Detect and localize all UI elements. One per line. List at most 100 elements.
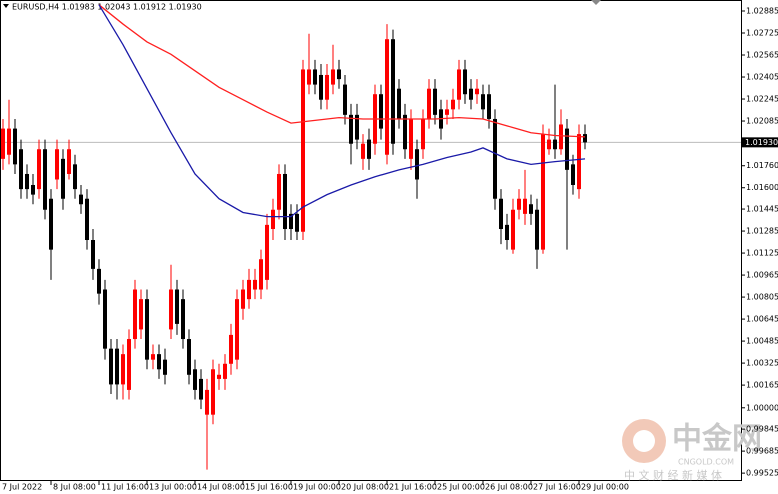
candle-body bbox=[583, 134, 587, 143]
y-tick-label: 1.00805 bbox=[746, 293, 778, 302]
candle-body bbox=[463, 69, 467, 95]
candle-body bbox=[451, 99, 455, 110]
candle-body bbox=[415, 149, 419, 180]
candle-body bbox=[133, 289, 137, 340]
candle-body bbox=[61, 158, 65, 199]
candle-body bbox=[235, 299, 239, 360]
title-arrow bbox=[3, 4, 9, 8]
x-tick-label: 11 Jul 16:00 bbox=[101, 483, 149, 492]
last-price-box bbox=[742, 137, 778, 148]
chart-title: EURUSD,H4 1.01983 1.02043 1.01912 1.0193… bbox=[12, 3, 202, 12]
candle-body bbox=[1, 128, 5, 159]
candle-body bbox=[409, 118, 413, 159]
candle-body bbox=[319, 74, 323, 100]
candle-body bbox=[163, 359, 167, 375]
candle-body bbox=[139, 299, 143, 330]
candle-body bbox=[379, 94, 383, 129]
candle-body bbox=[535, 209, 539, 250]
candle-body bbox=[223, 363, 227, 379]
y-tick-label: 1.02565 bbox=[746, 51, 778, 60]
candle-body bbox=[559, 124, 563, 150]
y-tick-label: 1.00325 bbox=[746, 359, 778, 368]
moving-average bbox=[98, 4, 586, 218]
candle-body bbox=[385, 39, 389, 155]
watermark-brand: 中金网 bbox=[672, 422, 762, 457]
x-tick-label: 8 Jul 08:00 bbox=[53, 483, 96, 492]
x-tick-label: 19 Jul 00:00 bbox=[293, 483, 341, 492]
candle-body bbox=[301, 69, 305, 232]
candle-body bbox=[217, 374, 221, 379]
x-tick-label: 26 Jul 08:00 bbox=[485, 483, 533, 492]
y-tick-label: 1.02405 bbox=[746, 73, 778, 82]
y-tick-label: 1.02085 bbox=[746, 117, 778, 126]
candle-body bbox=[103, 289, 107, 349]
candle-body bbox=[421, 118, 425, 150]
candle-body bbox=[271, 209, 275, 229]
candle-body bbox=[85, 198, 89, 240]
candle-body bbox=[565, 128, 569, 170]
candle-body bbox=[259, 259, 263, 290]
plot-frame bbox=[0, 0, 742, 481]
candle-body bbox=[181, 299, 185, 340]
candle-body bbox=[307, 69, 311, 85]
y-tick-label: 1.01760 bbox=[746, 161, 778, 170]
candle-body bbox=[367, 139, 371, 159]
candle-body bbox=[355, 114, 359, 140]
x-tick-label: 25 Jul 00:00 bbox=[437, 483, 485, 492]
plot-area bbox=[1, 4, 741, 470]
y-tick-label: 1.01600 bbox=[746, 183, 778, 192]
candle-body bbox=[265, 224, 269, 280]
y-tick-label: 1.00645 bbox=[746, 315, 778, 324]
candle-body bbox=[121, 354, 125, 385]
candle-body bbox=[517, 198, 521, 210]
candle-body bbox=[73, 164, 77, 190]
candle-body bbox=[175, 289, 179, 324]
candle-body bbox=[493, 118, 497, 199]
candle-body bbox=[169, 289, 173, 330]
candle-body bbox=[541, 134, 545, 250]
candle-body bbox=[91, 240, 95, 269]
candle-body bbox=[331, 69, 335, 85]
candle-body bbox=[475, 88, 479, 95]
x-tick-label: 20 Jul 08:00 bbox=[341, 483, 389, 492]
candle-body bbox=[55, 149, 59, 180]
y-tick-label: 1.01445 bbox=[746, 205, 778, 214]
x-tick-label: 13 Jul 00:00 bbox=[149, 483, 197, 492]
candle-body bbox=[109, 348, 113, 385]
candle-body bbox=[7, 128, 11, 155]
x-tick-label: 21 Jul 16:00 bbox=[389, 483, 437, 492]
candle-body bbox=[157, 354, 161, 370]
candle-body bbox=[19, 149, 23, 190]
candle-body bbox=[469, 88, 473, 100]
candle-body bbox=[529, 204, 533, 214]
candle-body bbox=[433, 88, 437, 115]
candle-body bbox=[187, 339, 191, 375]
candle-body bbox=[151, 354, 155, 360]
candle-body bbox=[37, 149, 41, 190]
candle-body bbox=[97, 268, 101, 294]
candle-body bbox=[499, 198, 503, 229]
candle-body bbox=[427, 88, 431, 119]
candle-body bbox=[349, 114, 353, 144]
x-tick-label: 27 Jul 16:00 bbox=[533, 483, 581, 492]
shift-marker bbox=[591, 0, 601, 5]
y-tick-label: 1.02245 bbox=[746, 95, 778, 104]
x-tick-label: 29 Jul 00:00 bbox=[581, 483, 629, 492]
candle-body bbox=[295, 213, 299, 232]
candle-body bbox=[553, 139, 557, 150]
watermark-tagline: 中 文 财 经 新 媒 体 bbox=[624, 468, 722, 482]
candle-body bbox=[571, 164, 575, 185]
candle-body bbox=[343, 84, 347, 115]
candle-body bbox=[25, 173, 29, 190]
candle-body bbox=[337, 69, 341, 80]
candle-body bbox=[289, 213, 293, 229]
y-tick-label: 1.01285 bbox=[746, 227, 778, 236]
candle-body bbox=[31, 184, 35, 195]
candle-body bbox=[397, 88, 401, 119]
candle-body bbox=[127, 339, 131, 390]
candle-body bbox=[313, 69, 317, 85]
candle-body bbox=[229, 334, 233, 364]
candle-body bbox=[241, 289, 245, 309]
candle-body bbox=[577, 134, 581, 190]
